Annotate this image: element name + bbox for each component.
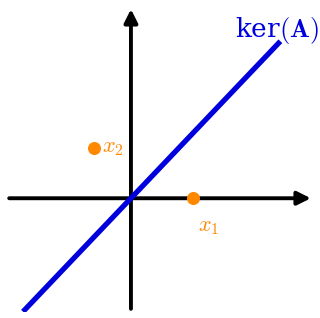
Text: ker$(\mathbf{A})$: ker$(\mathbf{A})$ [235,15,319,46]
Text: $x_2$: $x_2$ [102,138,124,158]
Point [191,196,196,201]
Text: $x_1$: $x_1$ [198,218,220,238]
Point [91,145,96,150]
